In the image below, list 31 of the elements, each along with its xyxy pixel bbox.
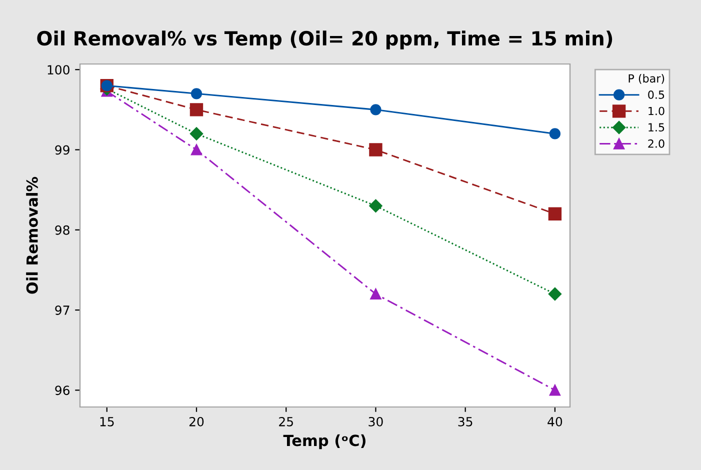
x-tick-label: 35 [458,416,472,426]
y-tick-label: 97 [55,306,70,315]
x-tick-label: 30 [368,416,383,426]
legend-label: 2.0 [648,139,664,148]
x-tick-label: 25 [279,416,293,426]
x-tick-label: 15 [100,417,114,426]
x-tick-label: 20 [189,416,204,426]
point [190,144,202,156]
x-axis-title: Temp (ᵒC) [283,434,366,450]
y-tick-label: 98 [55,225,70,235]
point [370,288,382,300]
x-tick-label: 40 [548,416,562,426]
chart-title: Oil Removal% vs Temp (Oil= 20 ppm, Time = 15 min) [37,30,612,50]
legend-title: P (bar) [628,74,664,84]
point [190,103,204,116]
y-tick-label: 99 [55,145,70,155]
point [190,127,204,140]
point [548,287,562,301]
legend-label: 1.0 [648,106,664,116]
y-tick-label: 96 [55,386,70,396]
point [369,199,382,212]
point [548,207,562,220]
point [370,104,382,116]
point [549,384,560,396]
y-tick-label: 100 [48,65,70,75]
point [549,128,560,140]
legend-label: 1.5 [648,123,664,132]
point [190,88,202,100]
point [369,143,382,156]
y-axis-title: Oil Removal% [26,176,38,294]
legend-label: 0.5 [648,90,664,99]
